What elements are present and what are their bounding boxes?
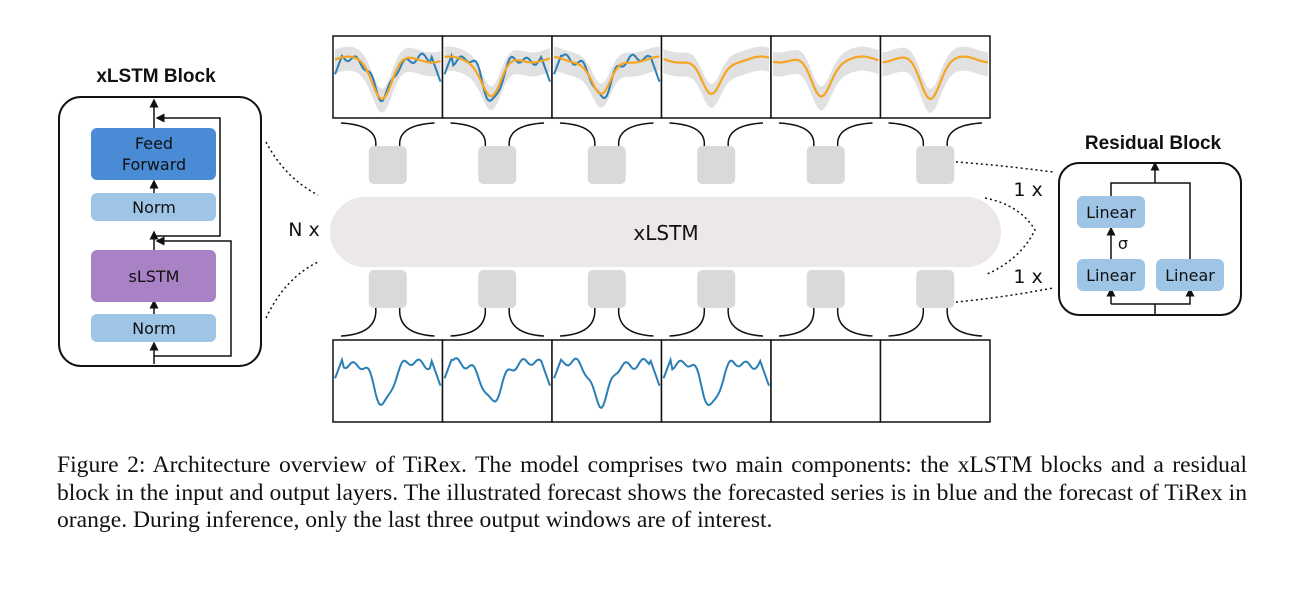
feed-forward-label-line1: Feed [135, 134, 173, 153]
architecture-diagram: xLSTM Block Feed Forward Norm sLSTM Norm… [58, 35, 1242, 423]
connector-curve [888, 307, 925, 337]
input-panel [770, 339, 882, 423]
linear-bottom-right-box [1156, 259, 1224, 291]
feed-forward-label-line2: Forward [122, 155, 186, 174]
connector-curve [669, 122, 706, 147]
input-series-line [553, 357, 661, 410]
norm-top-label: Norm [132, 198, 176, 217]
repeat-bottom-label: 1 x [1013, 266, 1042, 288]
connector-curve [727, 307, 764, 337]
forecast-line [444, 55, 551, 98]
connector-curve [559, 122, 596, 147]
xlstm-pill-label: xLSTM [633, 221, 698, 245]
linear-top-box [1077, 196, 1145, 228]
output-token-box [368, 146, 407, 184]
input-token-box [697, 270, 736, 308]
connector-curve [398, 122, 435, 147]
residual-merge-line [1110, 182, 1191, 259]
forecast-panel [551, 35, 663, 119]
linear-top-label: Linear [1086, 203, 1136, 222]
residual-block-frame [1058, 162, 1242, 316]
repeat-n-label: N x [288, 219, 320, 241]
connector-curve [398, 307, 435, 337]
skip-connection-upper [154, 113, 221, 237]
xlstm-block-title: xLSTM Block [96, 66, 216, 87]
figure-caption: Figure 2: Architecture overview of TiRex… [57, 452, 1247, 533]
input-token-box [368, 270, 407, 308]
token-boxes [368, 146, 955, 308]
connector-curve [508, 307, 545, 337]
dotted-connector [265, 141, 319, 196]
connector-curve [450, 307, 487, 337]
xlstm-block: xLSTM Block Feed Forward Norm sLSTM Norm [58, 66, 262, 367]
output-token-box [587, 146, 626, 184]
linear-bottom-left-label: Linear [1086, 266, 1136, 285]
input-panel [551, 339, 663, 423]
connector-curve [340, 307, 377, 337]
input-token-box [587, 270, 626, 308]
output-token-box [806, 146, 845, 184]
connector-curve [946, 122, 983, 147]
dotted-connector [984, 197, 1036, 276]
confidence-band [773, 46, 879, 111]
forecast-line [553, 55, 660, 95]
input-token-box [916, 270, 955, 308]
dotted-connector [955, 161, 1054, 173]
input-token-box [806, 270, 845, 308]
dotted-connector [955, 287, 1054, 303]
connector-curve [450, 122, 487, 147]
input-series-line [443, 357, 551, 403]
dotted-connector [265, 261, 319, 319]
connector-curve [617, 122, 654, 147]
panel-connectors [340, 122, 983, 337]
residual-block: Residual Block Linear σ Linear Linear [1058, 133, 1242, 316]
connector-curve [340, 122, 377, 147]
forecast-line [772, 55, 879, 98]
input-series-line [334, 356, 442, 407]
connector-curve [778, 122, 815, 147]
input-panel [879, 339, 991, 423]
connector-curve [669, 307, 706, 337]
input-token-box [478, 270, 517, 308]
output-token-box [916, 146, 955, 184]
input-panel [332, 339, 444, 423]
connector-curve [727, 122, 764, 147]
connector-curve [778, 307, 815, 337]
connector-curve [946, 307, 983, 337]
feed-forward-box [91, 128, 216, 180]
residual-block-title: Residual Block [1085, 133, 1222, 154]
connector-curve [508, 122, 545, 147]
forecast-line [882, 55, 989, 101]
repeat-top-label: 1 x [1013, 179, 1042, 201]
input-panels-row [332, 339, 991, 423]
linear-bottom-left-box [1077, 259, 1145, 291]
input-panel [441, 339, 553, 423]
norm-top-box [91, 193, 216, 221]
forecast-panels-row [332, 35, 991, 119]
output-token-box [697, 146, 736, 184]
forecast-line [663, 55, 770, 96]
input-series-line [662, 356, 770, 407]
input-panel [660, 339, 772, 423]
skip-connection-lower [154, 236, 232, 357]
confidence-band [882, 46, 988, 113]
forecast-line [334, 55, 441, 100]
connector-curve [888, 122, 925, 147]
connector-curve [617, 307, 654, 337]
norm-bottom-box [91, 314, 216, 342]
activation-label: σ [1118, 234, 1128, 253]
norm-bottom-label: Norm [132, 319, 176, 338]
xlstm-pill [330, 197, 1001, 267]
connector-curve [559, 307, 596, 337]
connector-curve [836, 122, 873, 147]
output-token-box [478, 146, 517, 184]
input-arrow-right [1155, 287, 1195, 305]
connector-curve [836, 307, 873, 337]
slstm-label: sLSTM [129, 267, 180, 286]
slstm-box [91, 250, 216, 302]
linear-bottom-right-label: Linear [1165, 266, 1215, 285]
